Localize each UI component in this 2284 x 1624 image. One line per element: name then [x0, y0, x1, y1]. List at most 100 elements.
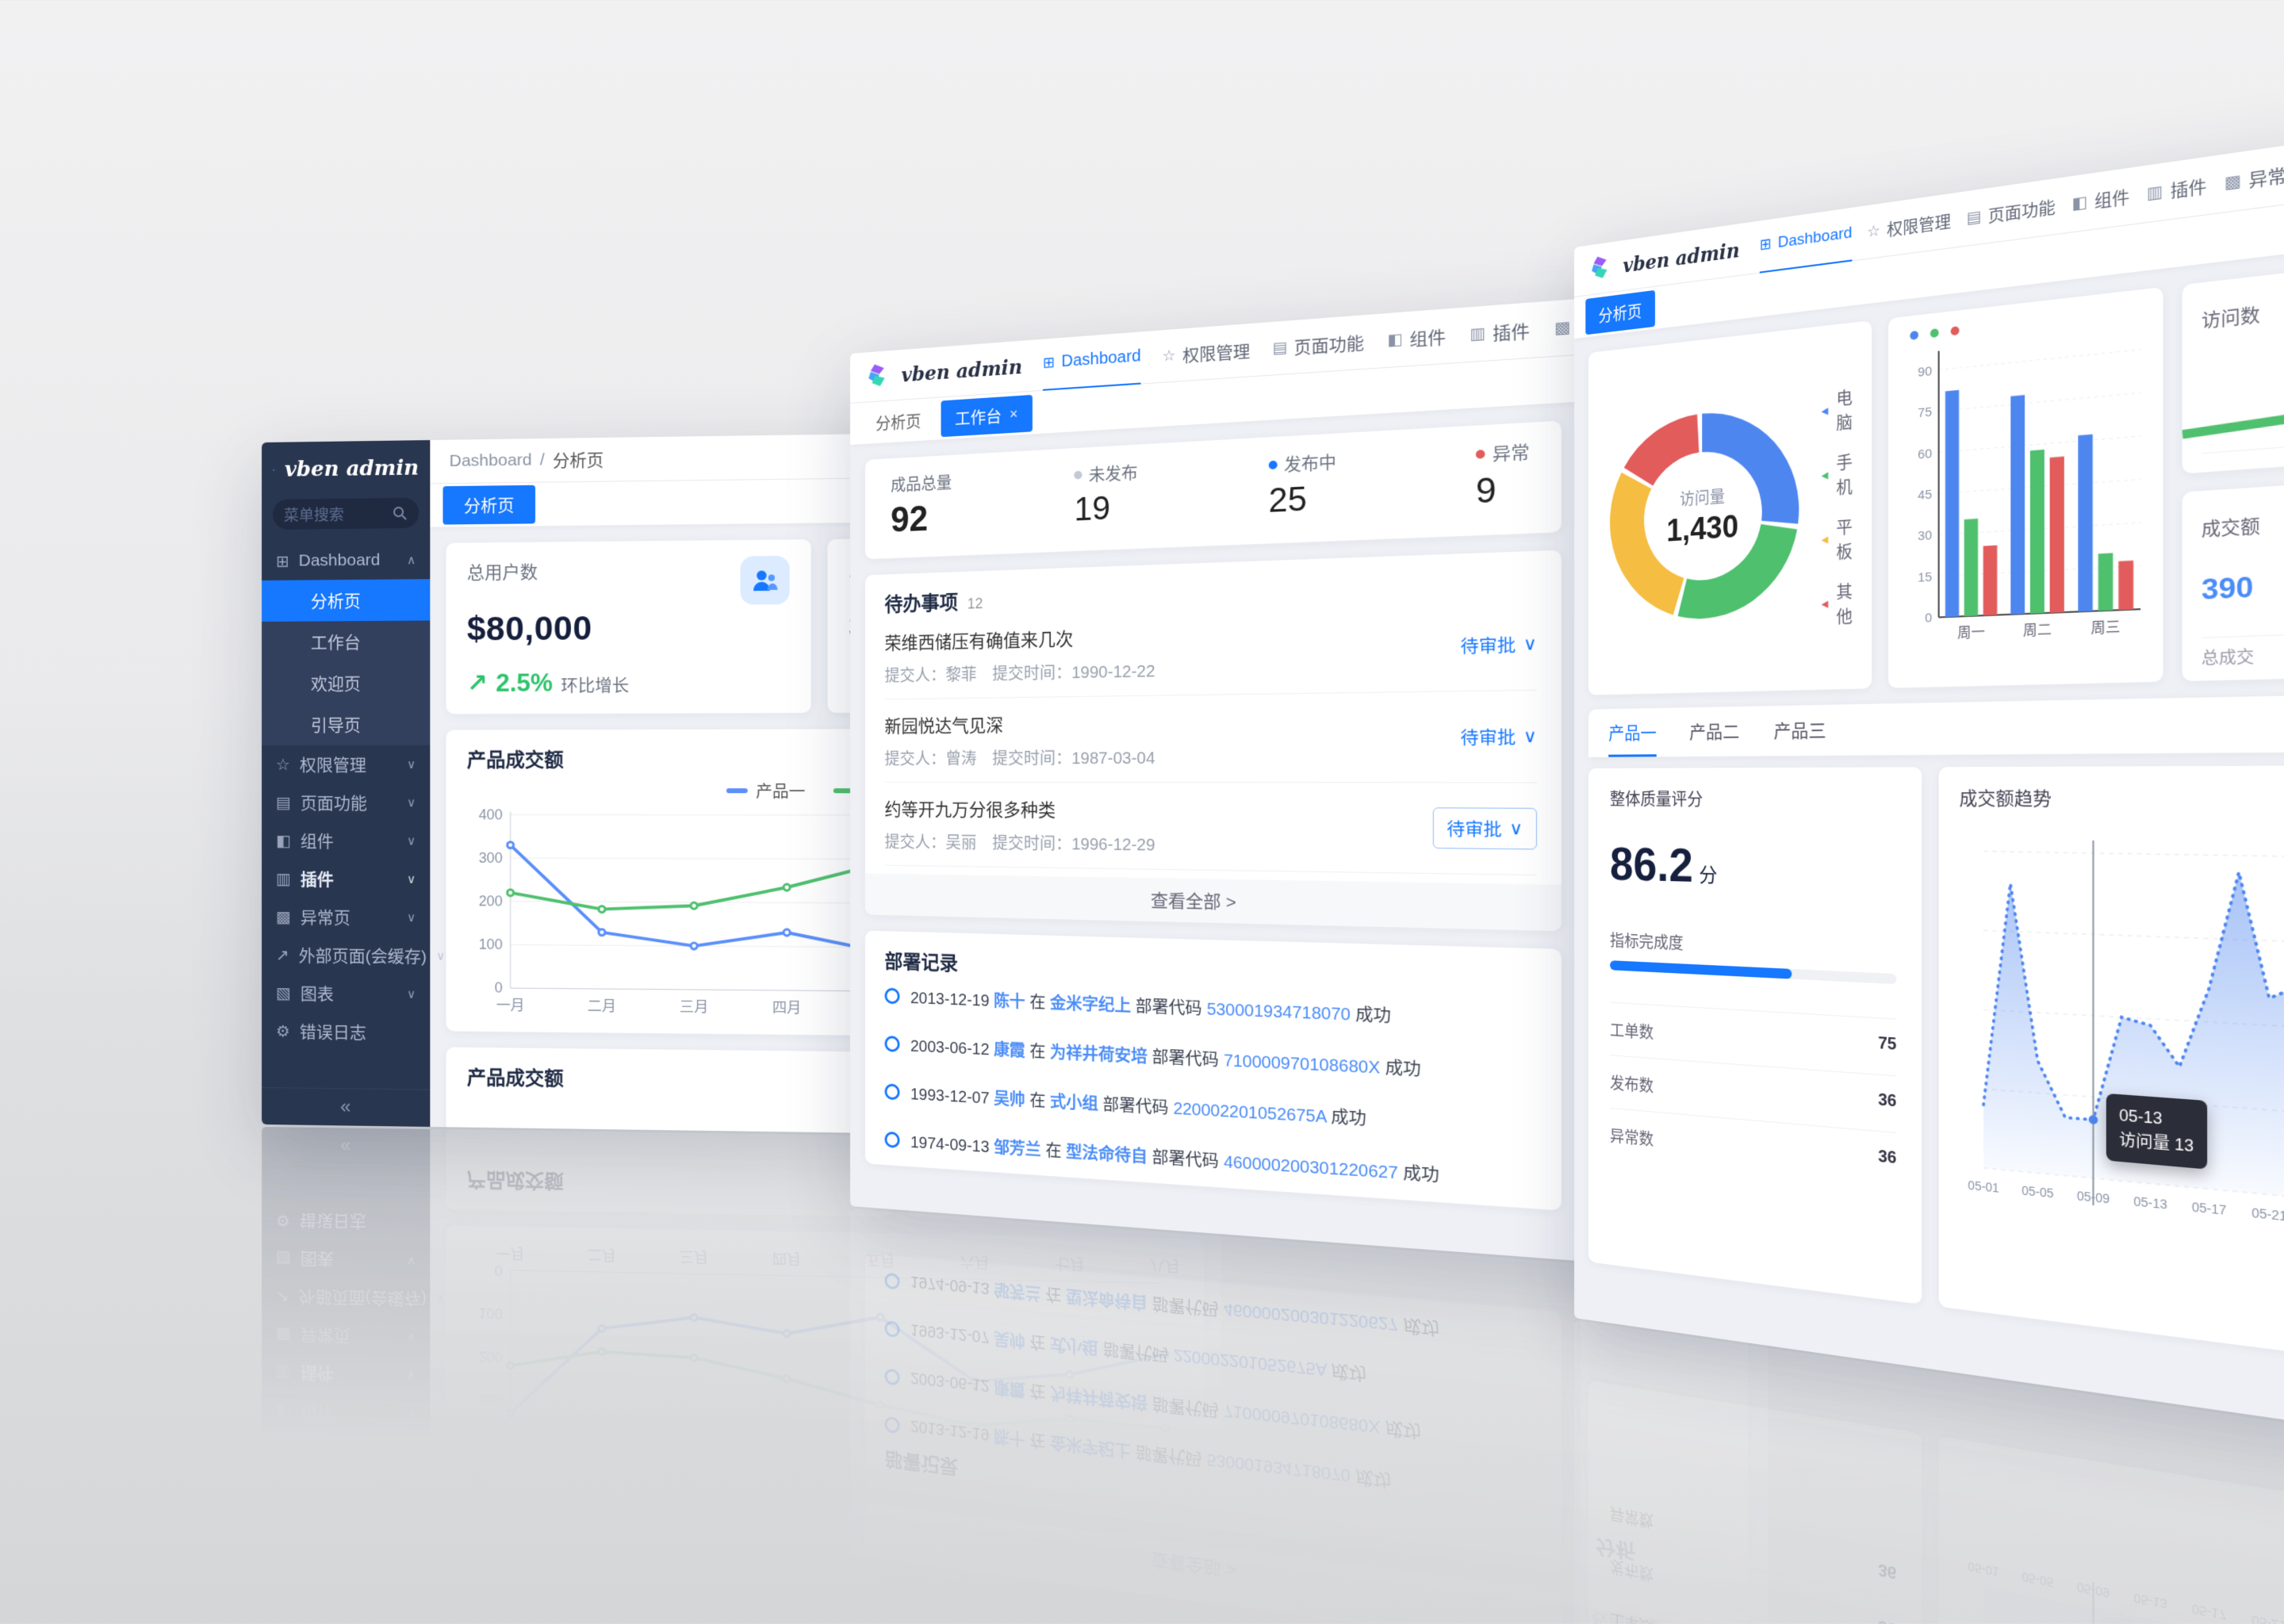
- gear-icon: ⚙: [275, 1022, 290, 1040]
- nav-item-permission[interactable]: ☆ 权限管理: [1867, 213, 1952, 240]
- deploy-records-card: 部署记录 2013-12-19 陈十 在 金米字纪上 部署代码 53000193…: [864, 930, 1562, 1211]
- stat-card-users: 总用户数 $80,000 ↗ 2.5% 环比增长: [446, 539, 811, 714]
- sidebar-item-plugins[interactable]: ▥ 插件 ∨: [262, 860, 430, 898]
- svg-text:周二: 周二: [2023, 622, 2052, 638]
- close-icon[interactable]: ×: [1009, 404, 1018, 423]
- card-title: 访问数: [2201, 305, 2260, 332]
- timeline-dot-icon: [884, 1035, 900, 1052]
- sidebar-item-error-log[interactable]: ⚙ 错误日志: [262, 1012, 430, 1051]
- nav-item-components[interactable]: ◧ 组件: [2071, 188, 2130, 213]
- svg-text:05-13: 05-13: [2133, 1194, 2167, 1212]
- nav-item-page[interactable]: ▤ 页面功能: [1272, 334, 1364, 358]
- approve-link[interactable]: 待审批 ∨: [1461, 723, 1537, 749]
- nav-item-permission[interactable]: ☆ 权限管理: [1162, 343, 1251, 366]
- bar-chart: 0 15 30 45 60 75 90 周一 周二 周三: [1918, 320, 2146, 642]
- logo[interactable]: vben admin: [262, 440, 430, 493]
- sidebar-collapse-button[interactable]: «: [262, 1087, 431, 1127]
- sidebar-item-label: Dashboard: [298, 550, 381, 570]
- card-title: 整体质量评分: [1609, 790, 1703, 810]
- svg-text:05-09: 05-09: [2077, 1189, 2110, 1206]
- chevron-down-icon: ∨: [407, 910, 416, 925]
- svg-text:三月: 三月: [680, 999, 709, 1016]
- tab-analysis[interactable]: 分析页: [1585, 289, 1655, 335]
- sidebar: vben admin 菜单搜索 ⊞ Dashboard ∧ 分析页 工作台: [262, 440, 445, 1127]
- tab-product-2[interactable]: 产品二: [1689, 721, 1740, 742]
- card-footer: 总成交: [2201, 630, 2284, 670]
- sidebar-item-permission[interactable]: ☆ 权限管理 ∨: [262, 745, 430, 783]
- svg-text:0: 0: [495, 980, 503, 996]
- svg-text:0: 0: [1925, 611, 1932, 626]
- legend-marker: [726, 787, 748, 793]
- svg-text:45: 45: [1918, 488, 1932, 504]
- sidebar-item-guide[interactable]: 引导页: [310, 716, 361, 735]
- svg-text:二月: 二月: [588, 998, 616, 1015]
- search-input[interactable]: 菜单搜索: [272, 497, 420, 530]
- trend-note: 环比增长: [561, 676, 630, 695]
- nav-item-dashboard[interactable]: ⊞ Dashboard: [1043, 330, 1141, 392]
- tab-workbench[interactable]: 工作台 ×: [941, 394, 1033, 437]
- legend-marker: ◂: [1821, 530, 1829, 548]
- tab-product-1[interactable]: 产品一: [1608, 707, 1657, 757]
- todo-item[interactable]: 荣维西储压有确值来几次 提交人：黎菲 提交时间：1990-12-22 待审批 ∨: [884, 598, 1538, 700]
- approve-link[interactable]: 待审批 ∨: [1461, 631, 1537, 658]
- chevron-down-icon: ∨: [436, 949, 446, 963]
- view-all-button[interactable]: 查看全部 >: [864, 873, 1562, 932]
- sidebar-item-components[interactable]: ◧ 组件 ∨: [262, 822, 430, 860]
- approve-button[interactable]: 待审批 ∨: [1433, 807, 1538, 850]
- tab-product-3[interactable]: 产品三: [1773, 719, 1826, 741]
- todo-item[interactable]: 新园悦达气见深 提交人：曾涛 提交时间：1987-03-04 待审批 ∨: [884, 690, 1538, 783]
- page-icon: ▤: [275, 794, 291, 812]
- sidebar-item-workbench[interactable]: 工作台: [310, 634, 361, 653]
- chevron-down-icon: ∨: [407, 987, 416, 1002]
- card-title: 产品成交额: [466, 1067, 564, 1090]
- nav-item-page[interactable]: ▤ 页面功能: [1966, 198, 2056, 227]
- chevron-down-icon: ∨: [1523, 634, 1538, 655]
- pie-chart-card: 产品成交额: [446, 1047, 891, 1139]
- todo-item[interactable]: 约等开九万分很多种类 提交人：吴丽 提交时间：1996-12-29 待审批 ∨: [884, 783, 1538, 876]
- card-title: 成交额: [2201, 516, 2260, 541]
- sidebar-item-external[interactable]: ↗ 外部页面(会缓存) ∨: [262, 936, 445, 975]
- vben-logo-icon: [1592, 255, 1608, 280]
- logo[interactable]: vben admin: [1590, 236, 1740, 284]
- card-title: 待办事项: [884, 592, 958, 616]
- nav-item-exception[interactable]: ▩异常页: [2224, 163, 2284, 193]
- stat-value: $80,000: [466, 609, 592, 648]
- component-icon: ◧: [275, 832, 291, 850]
- sidebar-item-page-feature[interactable]: ▤ 页面功能 ∨: [262, 783, 430, 822]
- logo[interactable]: vben admin: [867, 352, 1022, 390]
- donut-legend: ◂ 电脑 ◂ 手机 ◂ 平板 ◂ 其他: [1821, 389, 1853, 628]
- stat-total: 成品总量 92: [891, 474, 952, 540]
- timeline-dot-icon: [884, 1083, 900, 1101]
- tab-analysis[interactable]: 分析页: [443, 485, 535, 525]
- dashboard-grid-icon: ⊞: [275, 553, 289, 571]
- svg-text:05-21: 05-21: [2251, 1205, 2284, 1224]
- external-link-icon: ↗: [275, 946, 289, 964]
- nav-item-plugins[interactable]: ▥ 插件: [1469, 322, 1530, 345]
- svg-text:200: 200: [479, 893, 503, 909]
- svg-text:15: 15: [1918, 570, 1932, 585]
- sidebar-item-dashboard[interactable]: ⊞ Dashboard ∧: [262, 541, 430, 580]
- chevron-down-icon: ∨: [407, 796, 416, 810]
- sidebar-submenu: 分析页 工作台 欢迎页 引导页: [262, 579, 431, 745]
- sidebar-item-exception[interactable]: ▩ 异常页 ∨: [262, 898, 430, 936]
- area-chart: 05-01 05-05 05-09 05-13 05-17 05-21: [1968, 819, 2284, 1224]
- star-icon: ☆: [275, 756, 290, 774]
- sidebar-item-analysis[interactable]: 分析页: [262, 579, 431, 622]
- sidebar-item-welcome[interactable]: 欢迎页: [310, 675, 361, 694]
- breadcrumb-root[interactable]: Dashboard: [449, 450, 532, 470]
- trend-up-icon: ↗: [466, 668, 489, 698]
- svg-text:周三: 周三: [2090, 619, 2120, 637]
- sidebar-item-charts[interactable]: ▧ 图表 ∨: [262, 974, 430, 1013]
- legend-marker: ◂: [1821, 595, 1829, 612]
- svg-text:四月: 四月: [772, 1000, 802, 1017]
- svg-text:60: 60: [1918, 446, 1932, 462]
- stat-unpublished: 未发布 19: [1074, 464, 1138, 528]
- tab-analysis[interactable]: 分析页: [876, 412, 922, 434]
- nav-item-components[interactable]: ◧ 组件: [1387, 328, 1447, 350]
- stat-publishing: 发布中 25: [1268, 454, 1336, 520]
- todo-card: 待办事项 12 荣维西储压有确值来几次 提交人：黎菲 提交时间：1990-12-…: [864, 550, 1562, 932]
- product-stats-card: 成品总量 92 未发布 19 发布中 25 异常: [864, 420, 1562, 560]
- quality-score-card: 整体质量评分 86.2 分 指标完成度 工单数 75 发布数 36 异常数 3: [1588, 767, 1922, 1305]
- nav-item-plugins[interactable]: ▥ 插件: [2146, 178, 2207, 203]
